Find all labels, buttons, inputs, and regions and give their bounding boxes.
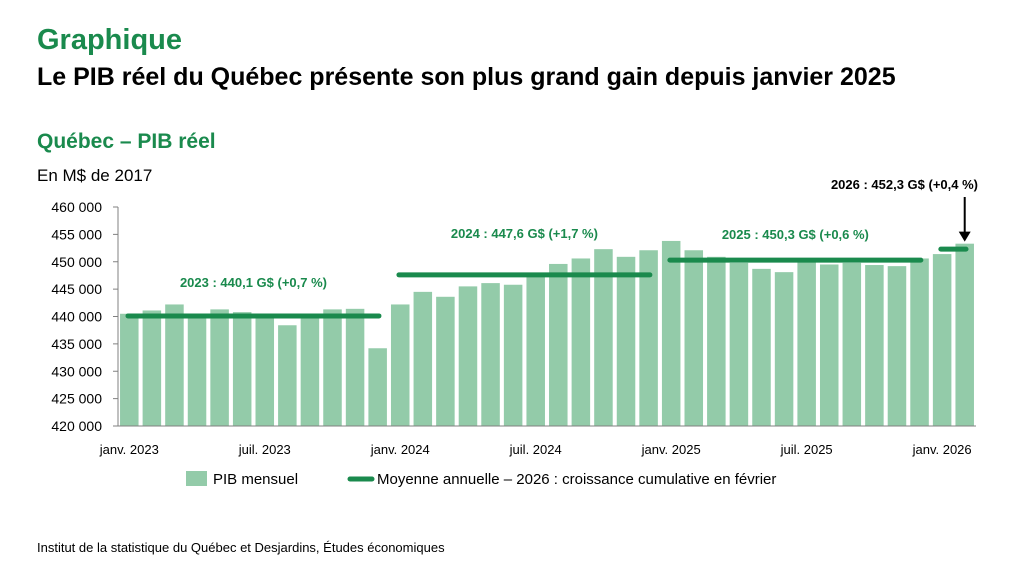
bar-2024-04 [458,286,478,426]
chart-kicker: Graphique [37,24,183,56]
legend-bar-swatch [186,471,207,486]
x-tick-label: janv. 2026 [912,442,972,457]
bar-2023-01 [120,313,139,426]
y-tick-label: 425 000 [51,391,102,407]
bar-2024-11 [616,256,636,426]
y-tick-label: 440 000 [51,309,102,325]
bar-2023-09 [300,313,320,426]
y-tick-label: 420 000 [51,418,102,434]
bar-2025-12 [910,258,929,426]
bar-2026-01 [932,254,952,426]
x-tick-label: janv. 2025 [641,442,701,457]
bar-2025-01 [661,240,681,426]
average-label-3: 2026 : 452,3 G$ (+0,4 %) [831,177,978,192]
y-tick-label: 430 000 [51,363,102,379]
bar-2023-08 [278,325,297,426]
y-tick-label: 460 000 [51,199,102,215]
bar-2025-09 [842,262,862,426]
bar-2025-07 [797,259,816,426]
bar-2024-02 [413,291,433,426]
y-axis: 420 000 425 000 430 000 435 000 440 000 445 0… [51,199,119,434]
bar-2023-11 [345,308,365,426]
bar-2023-02 [142,310,162,426]
bar-2025-03 [707,256,726,426]
arrow-head [958,231,971,242]
x-tick-label: juil. 2025 [780,442,833,457]
average-label-1: 2024 : 447,6 G$ (+1,7 %) [451,226,598,241]
bar-2023-05 [210,309,229,426]
average-label-2: 2025 : 450,3 G$ (+0,6 %) [722,227,869,242]
bar-2025-05 [752,268,771,426]
x-axis: janv. 2023 juil. 2023 janv. 2024 juil. 2024… [99,425,976,457]
chart-title: Québec – PIB réel [37,130,216,153]
bar-2024-07 [526,276,545,426]
chart-headline: Le PIB réel du Québec présente son plus … [37,63,896,91]
bar-2023-07 [255,316,275,426]
bar-2025-08 [819,264,839,426]
legend-bar-label: PIB mensuel [213,471,298,488]
bar-2024-06 [503,284,523,426]
y-tick-label: 445 000 [51,281,102,297]
bar-2024-03 [436,296,455,426]
y-tick-label: 450 000 [51,254,102,270]
bar-2025-04 [729,262,749,426]
average-label-0: 2023 : 440,1 G$ (+0,7 %) [180,275,327,290]
bar-2024-08 [549,263,568,426]
y-tick-label: 435 000 [51,336,102,352]
legend-line-label: Moyenne annuelle – 2026 : croissance cum… [377,471,776,488]
y-axis-unit-label: En M$ de 2017 [37,166,153,185]
bar-2023-06 [232,312,252,426]
y-tick-label: 455 000 [51,226,102,242]
annotations: 2023 : 440,1 G$ (+0,7 %) 2024 : 447,6 G$ … [180,177,978,290]
bar-2026-02 [955,243,974,426]
bar-2025-02 [684,250,704,426]
bar-series [120,240,974,426]
bar-2024-12 [639,250,658,426]
bar-2023-04 [187,313,207,426]
x-tick-label: janv. 2024 [370,442,430,457]
legend: PIB mensuel Moyenne annuelle – 2026 : cr… [186,471,776,488]
bar-2024-05 [481,283,500,426]
x-tick-label: janv. 2023 [99,442,159,457]
bar-2024-10 [594,249,613,426]
bar-2023-03 [165,304,184,426]
bar-2024-01 [390,304,410,426]
bar-2025-11 [887,266,907,426]
x-tick-label: juil. 2023 [238,442,291,457]
bar-2025-06 [774,272,794,426]
source-note: Institut de la statistique du Québec et … [37,540,445,555]
bar-2023-12 [368,348,387,426]
x-tick-label: juil. 2024 [509,442,562,457]
average-line-series [125,246,969,319]
bar-2023-10 [323,309,342,426]
bar-2024-09 [571,258,591,426]
bar-2025-10 [865,265,884,426]
